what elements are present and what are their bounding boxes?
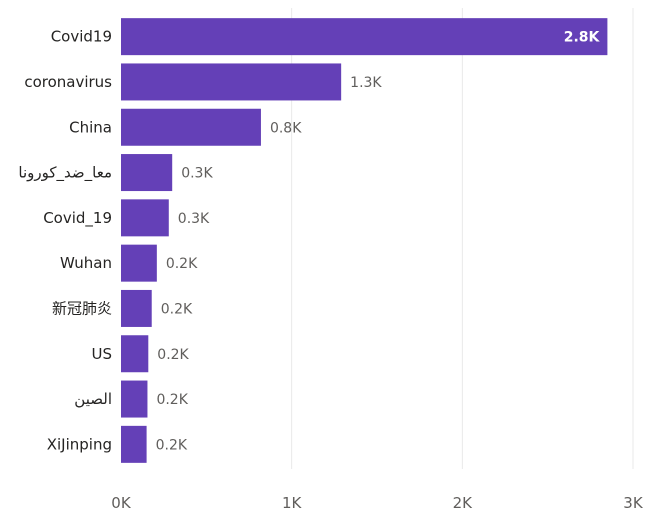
bar [121,244,157,282]
x-tick-label: 0K [111,494,132,512]
data-label: 0.3K [178,211,210,227]
bar [121,380,148,418]
x-tick-label: 3K [623,494,644,512]
category-label: coronavirus [24,73,112,91]
category-label: الصين [74,390,112,408]
data-label: 1.3K [350,75,382,91]
data-label: 2.8K [564,30,601,46]
bar [121,108,261,146]
bar [121,63,342,101]
data-label: 0.2K [161,301,193,317]
data-label: 0.2K [166,256,198,272]
category-label: China [69,118,112,136]
category-label: معا_ضد_كورونا [18,164,112,183]
x-tick-label: 2K [453,494,474,512]
category-label: Covid_19 [43,209,112,228]
bar [121,154,173,192]
data-label: 0.2K [156,392,188,408]
data-label: 0.3K [181,166,213,182]
data-label: 0.2K [156,437,188,453]
category-label: Wuhan [60,254,112,272]
bar [121,18,608,56]
data-label: 0.2K [157,347,189,363]
bar [121,425,147,463]
category-label: XiJinping [47,435,112,453]
category-label: 新冠肺炎 [52,299,112,317]
bar [121,335,149,373]
bar [121,289,152,327]
x-tick-label: 1K [282,494,303,512]
data-label: 0.8K [270,120,302,136]
bar [121,199,169,237]
category-label: Covid19 [51,28,112,46]
category-label: US [91,345,112,363]
